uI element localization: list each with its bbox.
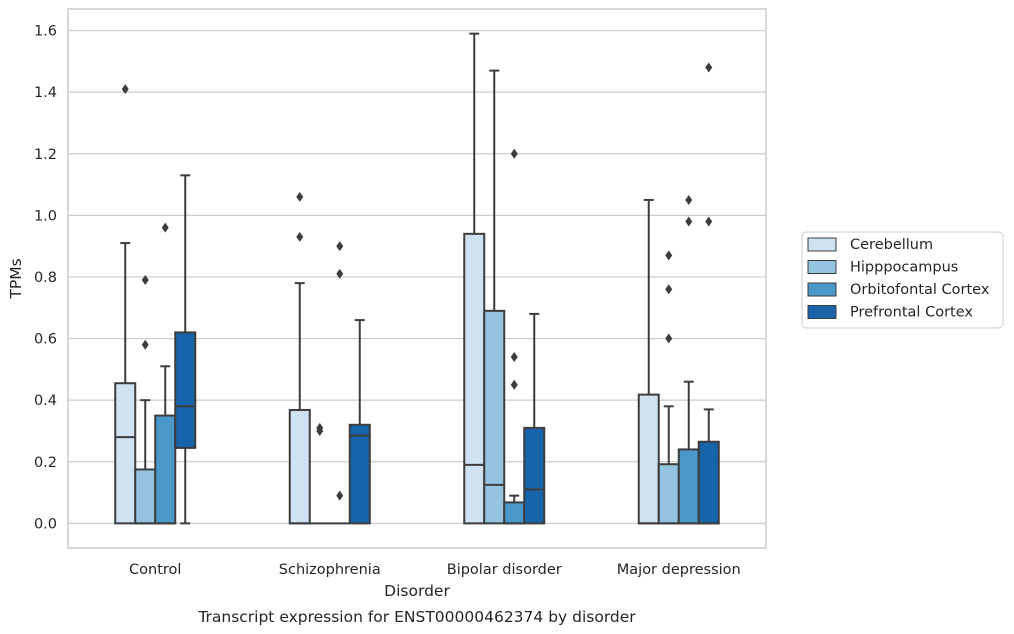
legend-swatch — [807, 260, 837, 274]
box-group — [503, 148, 526, 525]
outlier-point — [161, 222, 169, 233]
outlier-point — [121, 84, 129, 95]
outlier-point — [510, 379, 518, 390]
outlier-point — [510, 352, 518, 363]
outlier-point — [316, 422, 324, 433]
box — [483, 309, 506, 525]
outlier-point — [705, 216, 713, 227]
box — [637, 393, 660, 525]
box-group — [114, 84, 137, 525]
box-group — [637, 198, 660, 525]
box-group — [657, 250, 680, 525]
outlier-point — [685, 216, 693, 227]
outlier-point — [665, 333, 673, 344]
outlier-point — [685, 194, 693, 205]
y-tick-label: 1.6 — [34, 24, 57, 40]
plot-area — [114, 32, 720, 525]
box-group — [154, 222, 177, 525]
box-group — [288, 191, 311, 525]
outlier-point — [705, 62, 713, 73]
legend-swatch — [807, 282, 837, 297]
x-axis-ticks: Control Schizophrenia Bipolar disorder Majo… — [129, 562, 741, 578]
box — [463, 232, 486, 525]
box-group — [174, 174, 197, 525]
x-tick-label: Control — [129, 562, 181, 578]
legend-label: Hipppocampus — [850, 260, 958, 276]
legend-swatch — [807, 305, 837, 319]
box — [697, 440, 720, 525]
legend-frame — [801, 231, 1004, 329]
outlier-point — [510, 148, 518, 159]
y-axis-ticks: 0.0 0.2 0.4 0.6 0.8 1.0 1.2 1.4 1.6 — [34, 24, 57, 533]
y-tick-label: 0.0 — [34, 516, 57, 532]
legend-swatch — [807, 237, 837, 252]
y-tick-label: 0.2 — [34, 455, 57, 471]
x-tick-label: Bipolar disorder — [447, 562, 562, 578]
box-group — [134, 275, 157, 525]
box — [134, 468, 157, 525]
y-axis-label: TPMs — [7, 258, 25, 299]
box — [677, 448, 700, 525]
box — [657, 463, 680, 525]
legend-label: Cerebellum — [850, 237, 933, 253]
box-group — [523, 312, 546, 525]
box — [174, 331, 197, 449]
y-tick-label: 0.8 — [34, 270, 57, 286]
y-tick-label: 0.6 — [34, 332, 57, 348]
outlier-point — [296, 191, 304, 202]
box — [523, 426, 546, 525]
box-group — [483, 69, 506, 525]
box-group — [463, 32, 486, 525]
box-group — [697, 62, 720, 525]
x-axis-label: Disorder — [384, 582, 450, 600]
box-group — [309, 422, 330, 525]
outlier-point — [336, 241, 344, 252]
outlier-point — [665, 250, 673, 261]
x-tick-label: Major depression — [617, 562, 741, 578]
box — [114, 382, 137, 525]
x-tick-label: Schizophrenia — [279, 562, 381, 578]
outlier-point — [336, 490, 344, 501]
outlier-point — [141, 275, 149, 286]
box — [348, 423, 371, 525]
box — [288, 409, 311, 525]
box-group — [348, 319, 371, 525]
legend-label: Prefrontal Cortex — [850, 305, 973, 321]
box-group — [677, 194, 700, 525]
chart-caption: Transcript expression for ENST0000046237… — [197, 608, 636, 626]
y-tick-label: 1.4 — [34, 85, 57, 101]
legend-label: Orbitofontal Cortex — [850, 282, 990, 298]
outlier-point — [665, 284, 673, 295]
y-tick-label: 1.0 — [34, 208, 57, 224]
y-tick-label: 1.2 — [34, 147, 57, 163]
box — [503, 501, 526, 525]
box-group — [329, 241, 350, 525]
outlier-point — [296, 231, 304, 242]
y-tick-label: 0.4 — [34, 393, 57, 409]
outlier-point — [336, 268, 344, 279]
plot-frame — [67, 8, 767, 549]
outlier-point — [141, 339, 149, 350]
legend: Cerebellum Hipppocampus Orbitofontal Corte… — [801, 231, 1004, 329]
box — [154, 414, 177, 525]
